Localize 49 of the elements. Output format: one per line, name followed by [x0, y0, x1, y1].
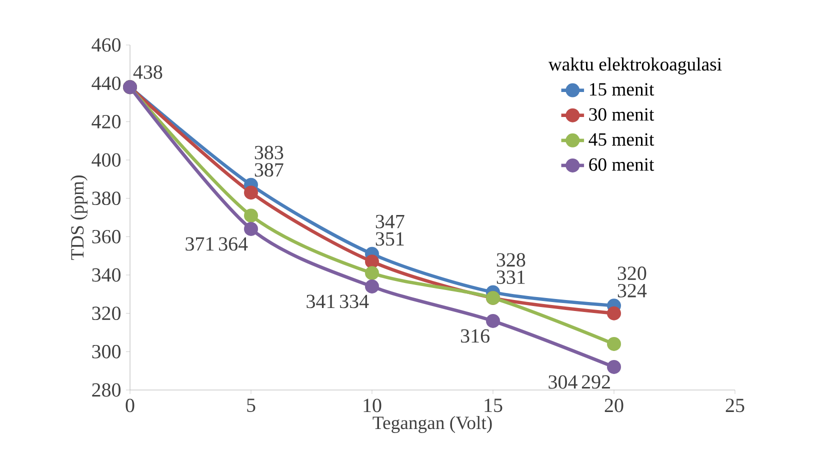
y-tick-label: 420: [92, 114, 121, 128]
x-tick-label: 10: [364, 398, 382, 412]
y-tick-label: 400: [92, 153, 121, 167]
data-label: 331: [496, 270, 525, 284]
y-tick-label: 280: [92, 383, 121, 397]
data-label: 383: [254, 146, 284, 160]
x-tick-label: 15: [484, 398, 502, 412]
y-tick-label: 440: [92, 76, 121, 90]
data-label: 304: [548, 375, 578, 389]
legend-label: 30 menit: [589, 108, 654, 121]
y-tick-label: 320: [92, 306, 121, 320]
data-label: 347: [376, 214, 404, 228]
y-tick-label: 360: [92, 230, 121, 244]
y-tick-label: 460: [92, 38, 121, 52]
data-label: 320: [618, 266, 646, 280]
point: [244, 208, 258, 223]
legend-label: 15 menit: [590, 83, 654, 96]
point: [606, 336, 621, 351]
point: [486, 314, 500, 328]
point: [244, 222, 258, 236]
data-label: 324: [618, 284, 647, 298]
point: [364, 279, 380, 294]
data-label: 364: [219, 237, 248, 251]
legend-label: 60 menit: [589, 158, 654, 171]
point: [606, 306, 621, 320]
point: [364, 266, 380, 280]
y-tick-label: 300: [92, 344, 121, 358]
data-label: 334: [340, 294, 369, 308]
point: [244, 186, 258, 200]
legend-label: 45 menit: [588, 133, 654, 146]
y-axis-title: TDS (ppm): [70, 176, 88, 260]
data-label: 438: [133, 65, 162, 79]
point: [364, 254, 380, 269]
data-label: 371: [186, 237, 214, 251]
point: [606, 360, 621, 374]
data-label: 316: [461, 329, 490, 343]
x-tick-label: 0: [126, 398, 134, 412]
legend-title: waktu elektrokoagulasi: [548, 57, 722, 74]
x-tick-label: 20: [604, 398, 624, 412]
data-label: 292: [582, 375, 610, 389]
y-tick-label: 380: [92, 192, 121, 206]
data-label: 351: [376, 232, 404, 246]
data-label: 341: [306, 294, 335, 308]
data-label: 328: [496, 253, 526, 267]
x-axis-title: Tegangan (Volt): [372, 416, 492, 433]
x-tick-label: 25: [726, 398, 744, 412]
data-label: 387: [254, 163, 284, 177]
x-tick-label: 5: [247, 398, 256, 412]
y-tick-label: 340: [92, 268, 121, 282]
